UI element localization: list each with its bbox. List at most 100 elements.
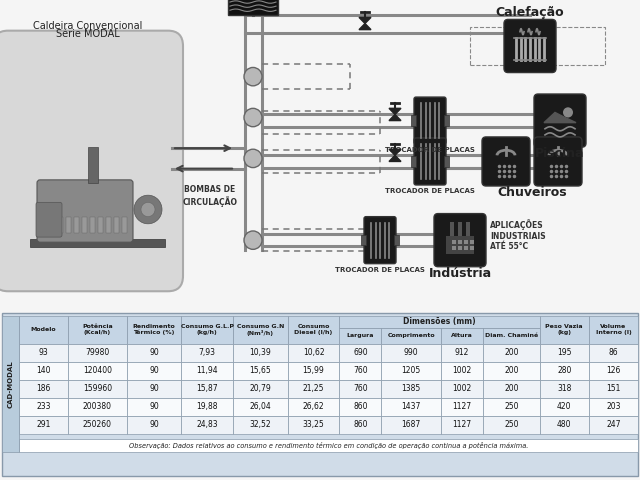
FancyBboxPatch shape	[414, 138, 446, 185]
Bar	[444, 156, 449, 167]
Text: 15,87: 15,87	[196, 384, 218, 393]
Bar	[127, 344, 181, 362]
Text: 86: 86	[609, 348, 618, 357]
Bar	[233, 416, 287, 434]
Text: 33,25: 33,25	[303, 420, 324, 430]
Text: 79980: 79980	[85, 348, 109, 357]
Text: 159960: 159960	[83, 384, 112, 393]
Bar	[441, 362, 483, 380]
Text: Chuveiros: Chuveiros	[497, 186, 567, 199]
Circle shape	[244, 68, 262, 86]
Bar	[233, 344, 287, 362]
Text: 318: 318	[557, 384, 572, 393]
Text: 1127: 1127	[452, 402, 472, 411]
Text: Indústria: Indústria	[428, 267, 492, 280]
Text: 1687: 1687	[402, 420, 421, 430]
Text: 120400: 120400	[83, 366, 112, 375]
Bar	[483, 328, 540, 344]
Bar	[127, 316, 181, 344]
Circle shape	[244, 149, 262, 168]
Text: Caldeira Convencional: Caldeira Convencional	[33, 21, 143, 31]
Polygon shape	[359, 17, 371, 24]
Polygon shape	[389, 108, 401, 114]
Bar	[381, 380, 441, 398]
Text: 1437: 1437	[401, 402, 421, 411]
Circle shape	[134, 195, 162, 224]
Text: 90: 90	[149, 384, 159, 393]
Bar	[589, 344, 638, 362]
Bar	[441, 416, 483, 434]
Text: 250260: 250260	[83, 420, 112, 430]
Bar	[233, 316, 287, 344]
Text: TROCADOR DE PLACAS: TROCADOR DE PLACAS	[335, 267, 425, 273]
Bar	[287, 416, 339, 434]
Text: Consumo G.L.P
(kg/h): Consumo G.L.P (kg/h)	[180, 324, 234, 335]
Bar	[589, 416, 638, 434]
Bar	[441, 380, 483, 398]
Text: Observação: Dados relativos ao consumo e rendimento térmico em condição de opera: Observação: Dados relativos ao consumo e…	[129, 442, 528, 449]
Text: 200: 200	[504, 348, 518, 357]
Text: 860: 860	[353, 402, 367, 411]
Text: 15,99: 15,99	[303, 366, 324, 375]
Text: 247: 247	[606, 420, 621, 430]
Text: 90: 90	[149, 366, 159, 375]
Text: 760: 760	[353, 366, 368, 375]
Bar	[287, 344, 339, 362]
Bar	[19, 416, 68, 434]
Polygon shape	[389, 114, 401, 120]
Bar	[540, 416, 589, 434]
Text: 690: 690	[353, 348, 368, 357]
Text: 26,62: 26,62	[303, 402, 324, 411]
Bar	[127, 362, 181, 380]
Text: Modelo: Modelo	[31, 327, 56, 332]
Text: 233: 233	[36, 402, 51, 411]
Text: 20,79: 20,79	[250, 384, 271, 393]
Bar	[19, 344, 68, 362]
Bar	[19, 380, 68, 398]
Bar	[339, 316, 540, 328]
Bar	[458, 246, 462, 251]
Text: 11,94: 11,94	[196, 366, 218, 375]
FancyBboxPatch shape	[504, 19, 556, 72]
Bar	[589, 362, 638, 380]
Bar	[88, 147, 98, 183]
Bar	[394, 235, 399, 245]
Bar	[19, 316, 68, 344]
Bar	[127, 416, 181, 434]
Text: TROCADOR DE PLACAS: TROCADOR DE PLACAS	[385, 147, 475, 153]
Bar	[122, 216, 127, 233]
Text: 32,52: 32,52	[250, 420, 271, 430]
Text: 7,93: 7,93	[198, 348, 216, 357]
Circle shape	[244, 108, 262, 127]
Bar	[181, 362, 233, 380]
Polygon shape	[359, 24, 371, 30]
Bar	[287, 398, 339, 416]
Text: 1002: 1002	[452, 366, 472, 375]
Bar	[483, 398, 540, 416]
Text: 200380: 200380	[83, 402, 112, 411]
Bar	[381, 362, 441, 380]
Bar	[540, 344, 589, 362]
Text: Potência
(Kcal/h): Potência (Kcal/h)	[82, 324, 113, 335]
Bar	[381, 398, 441, 416]
Bar	[287, 316, 339, 344]
Bar	[381, 416, 441, 434]
Bar	[127, 380, 181, 398]
Text: APLICAÇÕES
INDUSTRIAIS
ATÉ 55°C: APLICAÇÕES INDUSTRIAIS ATÉ 55°C	[490, 219, 546, 251]
Bar	[464, 240, 468, 244]
Bar	[540, 362, 589, 380]
Bar	[68, 398, 127, 416]
Bar	[381, 328, 441, 344]
Text: 250: 250	[504, 420, 518, 430]
Bar	[30, 239, 165, 247]
Text: Série MODAL: Série MODAL	[56, 29, 120, 39]
Bar	[68, 380, 127, 398]
Text: 912: 912	[455, 348, 469, 357]
Text: 760: 760	[353, 384, 368, 393]
Circle shape	[244, 231, 262, 249]
Text: 200: 200	[504, 384, 518, 393]
Text: Piscina: Piscina	[535, 147, 585, 160]
Text: Consumo G.N
(Nm³/h): Consumo G.N (Nm³/h)	[237, 324, 284, 336]
Bar	[339, 328, 381, 344]
Bar	[181, 316, 233, 344]
